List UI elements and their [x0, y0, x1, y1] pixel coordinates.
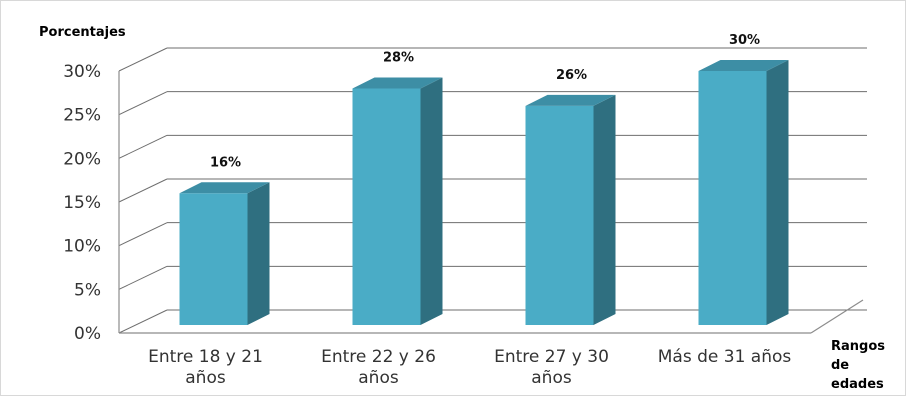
category-label: años	[358, 368, 399, 388]
data-label: 28%	[383, 50, 414, 65]
bar	[698, 60, 789, 325]
x-axis-title: edades	[831, 377, 884, 392]
gridline-depth-0	[118, 309, 168, 334]
bar-top	[179, 182, 270, 194]
bar	[179, 182, 270, 325]
bar-side	[420, 77, 443, 325]
category-label: Entre 18 y 21	[148, 347, 263, 367]
bar-front	[352, 88, 421, 325]
data-label: 30%	[729, 33, 760, 48]
gridline-depth-5	[118, 91, 168, 116]
data-label: 16%	[210, 155, 241, 170]
y-tick-label: 15%	[63, 193, 101, 213]
y-tick-label: 25%	[63, 106, 101, 126]
bar-front	[698, 71, 767, 325]
gridline-depth-1	[118, 265, 168, 290]
bar-top	[698, 60, 789, 71]
floor-right-edge	[810, 299, 864, 334]
y-tick-label: 30%	[63, 62, 101, 82]
bar-side	[766, 60, 789, 325]
y-tick-label: 20%	[63, 149, 101, 169]
gridline-depth-4	[118, 134, 168, 159]
y-tick-label: 10%	[63, 237, 101, 257]
bar-top	[352, 77, 443, 89]
bars	[179, 60, 789, 325]
bar-side	[593, 94, 616, 325]
data-label: 26%	[556, 68, 587, 83]
bar-front	[179, 193, 248, 325]
y-axis-title: Porcentajes	[39, 25, 126, 40]
x-axis-title: Rangos	[831, 339, 885, 354]
category-label: años	[531, 368, 572, 388]
bar-top	[525, 94, 616, 106]
category-label: Entre 22 y 26	[321, 347, 436, 367]
x-axis-title: de	[831, 358, 849, 373]
y-tick-label: 0%	[74, 324, 101, 344]
gridline-depth-2	[118, 222, 168, 247]
gridline-depth-6	[118, 47, 168, 72]
bar	[352, 77, 443, 325]
category-label: Más de 31 años	[658, 347, 792, 367]
axes	[118, 71, 864, 334]
bar-front	[525, 105, 594, 325]
y-tick-label: 5%	[74, 280, 101, 300]
bar	[525, 94, 616, 325]
gridline-depth-3	[118, 178, 168, 203]
bar-side	[247, 182, 270, 325]
category-label: Entre 27 y 30	[494, 347, 609, 367]
labels: Porcentajes 0% 5% 10% 15% 20% 25% 30% 16% Entre …	[39, 25, 885, 392]
category-label: años	[185, 368, 226, 388]
